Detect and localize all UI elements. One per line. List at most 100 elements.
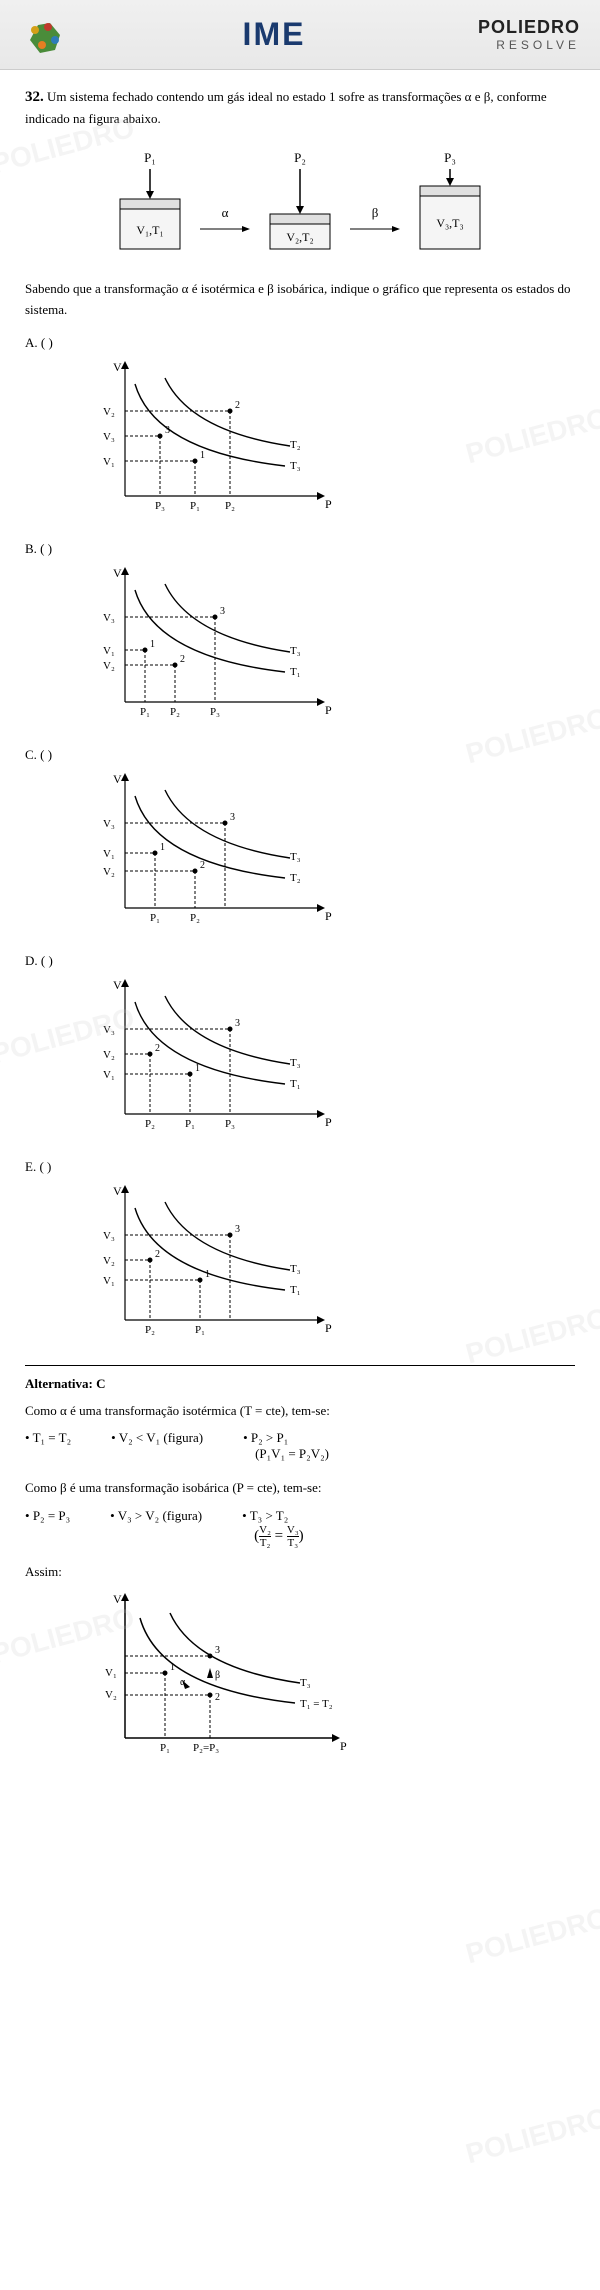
svg-text:3: 3 <box>215 1645 220 1656</box>
svg-text:V₂: V₂ <box>103 866 115 878</box>
option-graph: V P T₃T₁123V₃V₁V₂P₁P₂P₃ <box>85 562 345 732</box>
piston-3: P₃ V₃,T₃ <box>410 150 490 259</box>
svg-text:2: 2 <box>200 860 205 871</box>
svg-text:P₃: P₃ <box>225 1118 235 1130</box>
svg-text:P₃: P₃ <box>210 706 220 718</box>
svg-text:P₂: P₂ <box>145 1118 155 1130</box>
svg-text:V₃: V₃ <box>103 431 115 443</box>
piston-2: P₂ V₂,T₂ <box>260 150 340 259</box>
svg-text:V: V <box>113 978 122 992</box>
svg-text:V₁: V₁ <box>103 1275 115 1287</box>
svg-text:1: 1 <box>195 1063 200 1074</box>
option-E: E. ( ) V P T₃T₁123V₃V₂V₁P₂P₁ <box>25 1159 575 1350</box>
sub-statement: Sabendo que a transformação α é isotérmi… <box>25 279 575 321</box>
answer-beta-intro: Como β é uma transformação isobárica (P … <box>25 1477 575 1499</box>
svg-text:T₁: T₁ <box>290 666 301 678</box>
svg-text:V₂: V₂ <box>105 1689 117 1701</box>
svg-text:3: 3 <box>220 606 225 617</box>
svg-text:V₂: V₂ <box>103 660 115 672</box>
svg-text:T₁ = T₂: T₁ = T₂ <box>300 1698 333 1710</box>
svg-text:1: 1 <box>160 842 165 853</box>
svg-text:P₁: P₁ <box>195 1324 205 1336</box>
option-B: B. ( ) V P T₃T₁123V₃V₁V₂P₁P₂P₃ <box>25 541 575 732</box>
svg-text:P₂: P₂ <box>145 1324 155 1336</box>
svg-text:P₃: P₃ <box>155 500 165 512</box>
svg-text:V₁: V₁ <box>105 1667 117 1679</box>
svg-text:V₁,T₁: V₁,T₁ <box>136 223 163 237</box>
svg-text:T₃: T₃ <box>300 1677 311 1689</box>
svg-text:2: 2 <box>215 1692 220 1703</box>
page-header: IME POLIEDRO RESOLVE <box>0 0 600 70</box>
option-graph: V P T₃T₁123V₃V₂V₁P₂P₁P₃ <box>85 974 345 1144</box>
piston-1: P₁ V₁,T₁ <box>110 150 190 259</box>
option-label: D. ( ) <box>25 953 53 969</box>
svg-text:T₁: T₁ <box>290 1078 301 1090</box>
option-label: C. ( ) <box>25 747 52 763</box>
svg-text:T₁: T₁ <box>290 1284 301 1296</box>
svg-text:V₁: V₁ <box>103 1069 115 1081</box>
svg-text:2: 2 <box>235 400 240 411</box>
option-C: C. ( ) V P T₃T₂123V₃V₁V₂P₁P₂ <box>25 747 575 938</box>
separator <box>25 1365 575 1366</box>
svg-text:2: 2 <box>155 1249 160 1260</box>
option-graph: V P T₃T₂123V₃V₁V₂P₁P₂ <box>85 768 345 938</box>
svg-text:P: P <box>340 1739 347 1753</box>
svg-text:P: P <box>325 1115 332 1129</box>
svg-text:V: V <box>113 772 122 786</box>
svg-text:1: 1 <box>200 450 205 461</box>
svg-text:V₁: V₁ <box>103 645 115 657</box>
piston-figure: P₁ V₁,T₁ α P₂ V₂,T₂ β <box>25 150 575 259</box>
svg-text:T₂: T₂ <box>290 439 301 451</box>
svg-text:2: 2 <box>180 654 185 665</box>
option-label: B. ( ) <box>25 541 52 557</box>
svg-text:P₁: P₁ <box>150 912 160 924</box>
svg-text:V₂: V₂ <box>103 1255 115 1267</box>
question-statement: 32. Um sistema fechado contendo um gás i… <box>25 85 575 130</box>
svg-text:V₃: V₃ <box>103 1024 115 1036</box>
svg-text:P₂: P₂ <box>170 706 180 718</box>
svg-text:3: 3 <box>235 1224 240 1235</box>
svg-text:3: 3 <box>235 1018 240 1029</box>
option-graph: V P T₂T₃123V₂V₃V₁P₃P₁P₂ <box>85 356 345 526</box>
svg-text:P₁: P₁ <box>140 706 150 718</box>
option-label: E. ( ) <box>25 1159 51 1175</box>
option-graph: V P T₃T₁123V₃V₂V₁P₂P₁ <box>85 1180 345 1350</box>
content-area: 32. Um sistema fechado contendo um gás i… <box>0 70 600 2290</box>
svg-text:1: 1 <box>150 639 155 650</box>
svg-text:V: V <box>113 1592 122 1606</box>
svg-text:T₃: T₃ <box>290 645 301 657</box>
answer-title: Alternativa: C <box>25 1376 575 1392</box>
option-label: A. ( ) <box>25 335 53 351</box>
svg-text:T₃: T₃ <box>290 1057 301 1069</box>
logo-ime: IME <box>243 16 306 53</box>
svg-text:P₂: P₂ <box>225 500 235 512</box>
svg-text:V: V <box>113 360 122 374</box>
logo-puzzle <box>20 15 70 55</box>
svg-text:1: 1 <box>205 1269 210 1280</box>
arrow-alpha: α <box>200 205 250 234</box>
arrow-beta: β <box>350 205 400 234</box>
svg-text:T₃: T₃ <box>290 1263 301 1275</box>
svg-text:3: 3 <box>230 812 235 823</box>
logo-poliedro: POLIEDRO RESOLVE <box>478 17 580 52</box>
svg-text:3: 3 <box>165 425 170 436</box>
svg-text:V₂: V₂ <box>103 406 115 418</box>
svg-text:β: β <box>215 1670 220 1681</box>
final-graph: V P T₃ T₁ = T₂ 1 2 3 α β V₁ V₂ P₁ P₂=P₃ <box>85 1588 365 1768</box>
option-D: D. ( ) V P T₃T₁123V₃V₂V₁P₂P₁P₃ <box>25 953 575 1144</box>
svg-text:1: 1 <box>170 1662 175 1673</box>
svg-text:P: P <box>325 497 332 511</box>
svg-text:V₃,T₃: V₃,T₃ <box>436 216 463 230</box>
answer-alpha-items: T₁ = T₂ V₂ < V₁ (figura) P₂ > P₁ (P₁V₁ =… <box>25 1430 575 1462</box>
svg-text:V: V <box>113 566 122 580</box>
svg-text:T₃: T₃ <box>290 851 301 863</box>
svg-text:V₁: V₁ <box>103 456 115 468</box>
svg-text:P₂: P₂ <box>190 912 200 924</box>
svg-text:P: P <box>325 909 332 923</box>
svg-text:V₃: V₃ <box>103 818 115 830</box>
answer-beta-items: P₂ = P₃ V₃ > V₂ (figura) T₃ > T₂ (V₂T₂ =… <box>25 1508 575 1549</box>
svg-text:V₃: V₃ <box>103 612 115 624</box>
svg-text:T₃: T₃ <box>290 460 301 472</box>
svg-text:P: P <box>325 1321 332 1335</box>
svg-text:P₂=P₃: P₂=P₃ <box>193 1742 219 1754</box>
